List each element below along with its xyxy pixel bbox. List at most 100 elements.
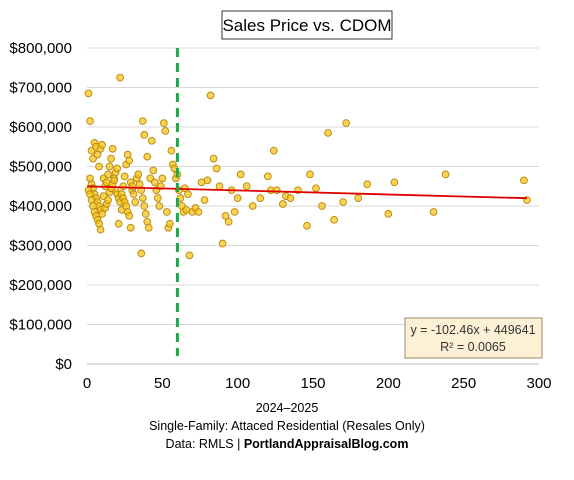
y-tick-label: $800,000 — [9, 40, 72, 57]
scatter-point — [233, 194, 242, 202]
regression-equation: y = -102.46x + 449641 — [410, 323, 535, 337]
scatter-point — [104, 170, 112, 179]
scatter-point — [126, 223, 135, 232]
scatter-point — [354, 194, 363, 202]
scatter-point — [363, 180, 372, 189]
scatter-point — [441, 170, 450, 179]
scatter-point — [108, 144, 117, 153]
footer-line-2: Single-Family: Attaced Residential (Resa… — [149, 419, 425, 433]
scatter-point — [200, 196, 209, 204]
scatter-point — [520, 176, 528, 185]
scatter-point — [194, 208, 203, 216]
scatter-point — [390, 178, 399, 187]
scatter-point — [330, 215, 338, 224]
x-tick-label: 0 — [83, 375, 91, 392]
scatter-point — [134, 170, 143, 179]
scatter-point — [138, 194, 147, 202]
trendline — [86, 185, 527, 200]
scatter-point — [218, 239, 227, 248]
scatter-point — [84, 89, 93, 98]
x-tick-label: 200 — [376, 375, 401, 392]
scatter-point — [86, 117, 94, 125]
scatter-point — [272, 186, 281, 195]
scatter-point — [147, 136, 156, 145]
scatter-point — [158, 174, 167, 183]
scatter-point — [221, 212, 230, 220]
scatter-point — [153, 194, 162, 202]
data-source: Data: RMLS | — [165, 437, 244, 451]
chart-title: Sales Price vs. CDOM — [222, 16, 391, 35]
footer-line-1: 2024–2025 — [255, 401, 319, 415]
scatter-point — [95, 162, 103, 171]
scatter-point — [119, 182, 128, 191]
scatter-point — [110, 176, 118, 185]
scatter-point — [342, 119, 350, 127]
scatter-point — [105, 162, 114, 171]
y-axis: $0 $100,000 $200,000 $300,000 $400,000 $500,0… — [9, 40, 72, 373]
scatter-point — [140, 202, 149, 210]
scatter-point — [429, 208, 438, 216]
scatter-point — [212, 164, 221, 173]
scatter-point — [107, 154, 115, 163]
y-tick-label: $300,000 — [9, 238, 72, 255]
scatter-point — [279, 200, 287, 208]
chart-title-box — [221, 10, 393, 40]
scatter-point — [104, 196, 112, 204]
x-tick-label: 100 — [225, 375, 250, 392]
x-tick-label: 250 — [451, 375, 476, 392]
scatter-point — [286, 194, 295, 202]
scatter-point — [98, 140, 106, 149]
scatter-point — [138, 117, 147, 125]
scatter-point — [125, 212, 134, 220]
scatter-point — [96, 225, 105, 234]
scatter-point — [256, 194, 265, 202]
scatter-point — [224, 217, 233, 226]
scatter-point — [149, 166, 158, 175]
y-tick-label: $100,000 — [9, 317, 72, 334]
y-tick-label: $500,000 — [9, 159, 72, 176]
scatter-point — [324, 129, 332, 137]
scatter-point — [167, 146, 176, 155]
y-tick-label: $200,000 — [9, 277, 72, 294]
x-tick-label: 300 — [526, 375, 551, 392]
scatter-point — [116, 73, 124, 82]
scatter-point — [242, 182, 251, 191]
scatter-point — [93, 150, 102, 159]
scatter-point — [236, 170, 245, 179]
chart-title-group: Sales Price vs. CDOM — [221, 10, 393, 40]
scatter-point — [113, 164, 121, 173]
scatter-point — [120, 172, 129, 181]
scatter-point — [209, 154, 218, 163]
x-tick-label: 150 — [300, 375, 325, 392]
scatter-point — [140, 131, 149, 139]
scatter-point — [339, 198, 347, 206]
scatter-point — [143, 152, 152, 161]
scatter-point — [125, 156, 134, 165]
scatter-point — [384, 210, 393, 218]
scatter-point — [185, 251, 194, 260]
scatter-point — [303, 221, 311, 230]
x-tick-label: 50 — [154, 375, 171, 392]
scatter-point — [159, 119, 168, 127]
y-tick-label: $600,000 — [9, 119, 72, 136]
scatter-point — [141, 210, 150, 218]
regression-annotation: y = -102.46x + 449641 R² = 0.0065 — [404, 317, 543, 359]
scatter-point — [144, 223, 153, 232]
y-tick-label: $700,000 — [9, 80, 72, 97]
scatter-point — [269, 146, 278, 155]
scatter-point — [306, 170, 314, 179]
scatter-point — [248, 202, 257, 210]
scatter-point — [263, 172, 272, 181]
scatter-point — [215, 182, 224, 191]
r-squared: R² = 0.0065 — [440, 340, 506, 354]
scatter-point — [206, 91, 215, 100]
x-axis: 0 50 100 150 200 250 300 — [83, 363, 552, 392]
scatter-chart: $0 $100,000 $200,000 $300,000 $400,000 $500,0… — [9, 10, 552, 392]
scatter-point — [166, 219, 174, 228]
scatter-point — [184, 190, 192, 199]
scatter-point — [128, 182, 137, 191]
y-tick-label: $400,000 — [9, 198, 72, 215]
scatter-point — [137, 249, 146, 258]
scatter-point — [114, 219, 123, 228]
